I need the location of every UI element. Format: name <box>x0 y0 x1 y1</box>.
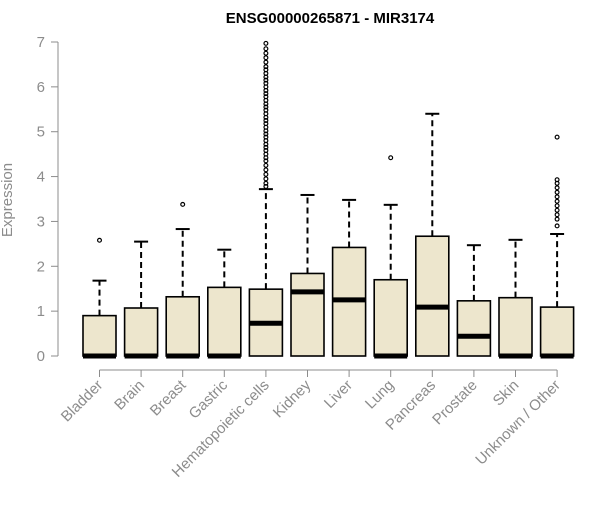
box <box>456 300 492 357</box>
outlier-point <box>554 189 560 195</box>
outlier-point <box>554 134 560 140</box>
y-tick-label-0: 0 <box>37 348 45 365</box>
outlier-point <box>554 185 560 191</box>
outlier-point <box>263 104 269 110</box>
box-prostate <box>456 244 492 357</box>
outlier-point <box>554 212 560 218</box>
box-breast <box>165 201 200 359</box>
y-tick-label-2: 2 <box>37 258 45 275</box>
x-tick-label: Prostate <box>429 377 481 429</box>
outlier-point <box>554 198 560 204</box>
x-tick-label: Brain <box>111 377 148 414</box>
y-axis-label: Expression <box>0 163 16 237</box>
outlier-point <box>263 55 269 61</box>
box <box>414 235 450 357</box>
outlier-point <box>263 171 269 177</box>
box-bladder <box>82 237 117 359</box>
outlier-point <box>263 64 269 70</box>
outlier-point <box>263 144 269 150</box>
box-pancreas <box>414 112 450 357</box>
box-brain <box>123 240 159 359</box>
outlier-point <box>263 46 269 52</box>
box-skin <box>498 238 533 359</box>
outlier-point <box>263 91 269 97</box>
outlier-point <box>263 148 269 154</box>
box <box>82 314 117 357</box>
y-tick-label-6: 6 <box>37 79 45 96</box>
box <box>290 272 325 357</box>
x-tick-label: Liver <box>321 377 356 412</box>
box-gastric <box>207 248 242 359</box>
outlier-point <box>263 176 269 182</box>
outlier-point <box>263 67 269 73</box>
x-tick-label: Bladder <box>58 377 107 426</box>
outlier-point <box>554 207 560 213</box>
x-tick-label: Skin <box>490 377 523 410</box>
outlier-point <box>554 216 560 222</box>
outlier-point <box>388 155 394 161</box>
box-liver <box>331 198 367 357</box>
outlier-point <box>263 121 269 127</box>
outlier-point <box>263 94 269 100</box>
box <box>498 296 533 357</box>
outlier-point <box>263 183 269 189</box>
box <box>165 295 200 357</box>
outlier-point <box>263 162 269 168</box>
box-kidney <box>290 193 325 357</box>
outlier-point <box>96 237 102 243</box>
outlier-point <box>263 40 269 46</box>
outlier-point <box>554 223 560 229</box>
box <box>123 307 159 357</box>
box-hematopoietic-cells <box>248 40 284 357</box>
y-tick-label-1: 1 <box>37 303 45 320</box>
box-lung <box>373 155 409 359</box>
outlier-point <box>180 201 186 207</box>
outlier-point <box>263 117 269 123</box>
x-tick-label: Kidney <box>270 376 315 421</box>
outlier-point <box>263 180 269 186</box>
outlier-point <box>554 177 560 183</box>
chart-title: ENSG00000265871 - MIR3174 <box>226 10 435 27</box>
y-tick-label-3: 3 <box>37 213 45 230</box>
x-tick-label: Lung <box>362 377 398 413</box>
outlier-point <box>263 77 269 83</box>
outlier-point <box>263 107 269 113</box>
y-tick-label-4: 4 <box>37 169 45 186</box>
box-unknown-other <box>539 134 575 359</box>
y-tick-label-7: 7 <box>37 34 45 51</box>
outlier-point <box>263 131 269 137</box>
outlier-point <box>263 59 269 65</box>
outlier-point <box>263 50 269 56</box>
box <box>373 278 409 357</box>
outlier-point <box>263 167 269 173</box>
outlier-point <box>263 80 269 86</box>
boxes-group <box>82 40 575 359</box>
box <box>539 306 575 357</box>
outlier-point <box>263 134 269 140</box>
x-tick-label: Breast <box>147 376 190 419</box>
y-tick-label-5: 5 <box>37 124 45 141</box>
outlier-point <box>263 158 269 164</box>
outlier-point <box>554 194 560 200</box>
box <box>207 286 242 357</box>
y-axis: 0 1 2 3 4 5 6 7 <box>37 34 59 365</box>
outlier-point <box>554 203 560 209</box>
